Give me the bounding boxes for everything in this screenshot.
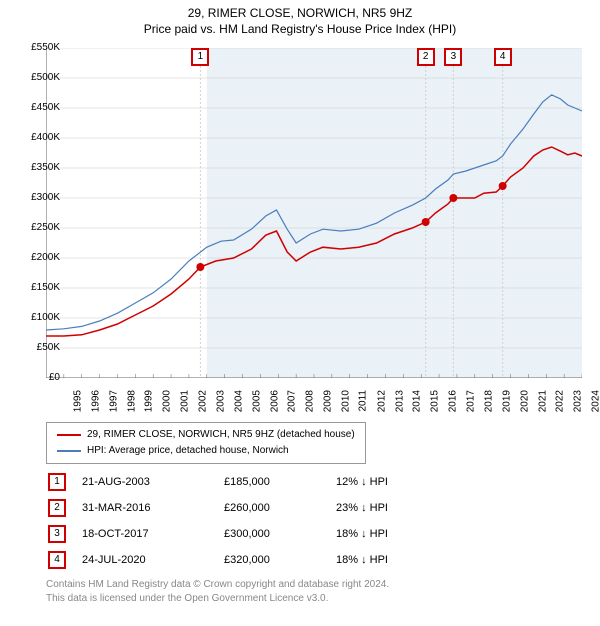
x-tick-label: 1996 [90,390,101,412]
event-num-badge: 3 [48,525,66,543]
y-tick-label: £100K [16,312,60,323]
event-marker-box: 3 [444,48,462,66]
x-tick-label: 1999 [144,390,155,412]
events-table: 1 21-AUG-2003 £185,000 12% ↓ HPI 2 31-MA… [46,468,390,574]
event-num-badge: 4 [48,551,66,569]
y-tick-label: £250K [16,222,60,233]
x-tick-label: 2017 [465,390,476,412]
y-tick-label: £500K [16,72,60,83]
event-price: £320,000 [224,554,334,566]
y-tick-label: £0 [16,372,60,383]
event-marker-box: 2 [417,48,435,66]
x-tick-label: 2012 [376,390,387,412]
event-pct: 18% ↓ HPI [336,528,388,540]
x-tick-label: 1997 [108,390,119,412]
event-price: £185,000 [224,476,334,488]
x-tick-label: 2013 [394,390,405,412]
x-tick-label: 2022 [555,390,566,412]
footer-line2: This data is licensed under the Open Gov… [46,592,389,606]
legend-label-price-paid: 29, RIMER CLOSE, NORWICH, NR5 9HZ (detac… [87,427,355,443]
x-tick-label: 1998 [126,390,137,412]
legend-label-hpi: HPI: Average price, detached house, Norw… [87,443,289,459]
event-row: 2 31-MAR-2016 £260,000 23% ↓ HPI [48,496,388,520]
chart-container: 29, RIMER CLOSE, NORWICH, NR5 9HZ Price … [0,6,600,626]
event-marker-box: 4 [494,48,512,66]
event-price: £300,000 [224,528,334,540]
chart-subtitle: Price paid vs. HM Land Registry's House … [0,22,600,36]
y-tick-label: £50K [16,342,60,353]
legend-swatch-price-paid [57,434,81,436]
x-tick-label: 2004 [233,390,244,412]
x-tick-label: 1995 [72,390,83,412]
x-tick-label: 2018 [483,390,494,412]
event-pct: 18% ↓ HPI [336,554,388,566]
x-tick-label: 2002 [197,390,208,412]
event-row: 3 18-OCT-2017 £300,000 18% ↓ HPI [48,522,388,546]
x-tick-label: 2007 [287,390,298,412]
event-row: 1 21-AUG-2003 £185,000 12% ↓ HPI [48,470,388,494]
event-price: £260,000 [224,502,334,514]
event-date: 24-JUL-2020 [82,554,222,566]
x-tick-label: 2014 [412,390,423,412]
event-date: 31-MAR-2016 [82,502,222,514]
event-num-badge: 1 [48,473,66,491]
legend-item-price-paid: 29, RIMER CLOSE, NORWICH, NR5 9HZ (detac… [57,427,355,443]
footer-attribution: Contains HM Land Registry data © Crown c… [46,578,389,606]
chart-title: 29, RIMER CLOSE, NORWICH, NR5 9HZ [0,6,600,20]
event-pct: 23% ↓ HPI [336,502,388,514]
x-tick-label: 2020 [519,390,530,412]
footer-line1: Contains HM Land Registry data © Crown c… [46,578,389,592]
x-tick-label: 2009 [322,390,333,412]
event-pct: 12% ↓ HPI [336,476,388,488]
x-tick-label: 2016 [447,390,458,412]
legend-item-hpi: HPI: Average price, detached house, Norw… [57,443,355,459]
x-tick-label: 2001 [179,390,190,412]
event-marker-box: 1 [191,48,209,66]
event-num-badge: 2 [48,499,66,517]
x-tick-label: 2008 [305,390,316,412]
y-tick-label: £200K [16,252,60,263]
event-date: 18-OCT-2017 [82,528,222,540]
y-tick-label: £350K [16,162,60,173]
x-tick-label: 2003 [215,390,226,412]
x-tick-label: 2006 [269,390,280,412]
plot-area [46,48,582,378]
x-tick-label: 2005 [251,390,262,412]
x-tick-label: 2015 [430,390,441,412]
x-tick-label: 2011 [357,390,368,412]
event-row: 4 24-JUL-2020 £320,000 18% ↓ HPI [48,548,388,572]
legend: 29, RIMER CLOSE, NORWICH, NR5 9HZ (detac… [46,422,366,464]
y-tick-label: £300K [16,192,60,203]
x-tick-label: 2023 [573,390,584,412]
y-tick-label: £550K [16,42,60,53]
x-tick-label: 2019 [501,390,512,412]
x-tick-label: 2021 [537,390,548,412]
x-tick-label: 2010 [340,390,351,412]
x-tick-label: 2000 [162,390,173,412]
event-date: 21-AUG-2003 [82,476,222,488]
y-tick-label: £400K [16,132,60,143]
plot-svg [46,48,582,378]
y-tick-label: £150K [16,282,60,293]
legend-swatch-hpi [57,450,81,452]
y-tick-label: £450K [16,102,60,113]
x-tick-label: 2024 [590,390,600,412]
